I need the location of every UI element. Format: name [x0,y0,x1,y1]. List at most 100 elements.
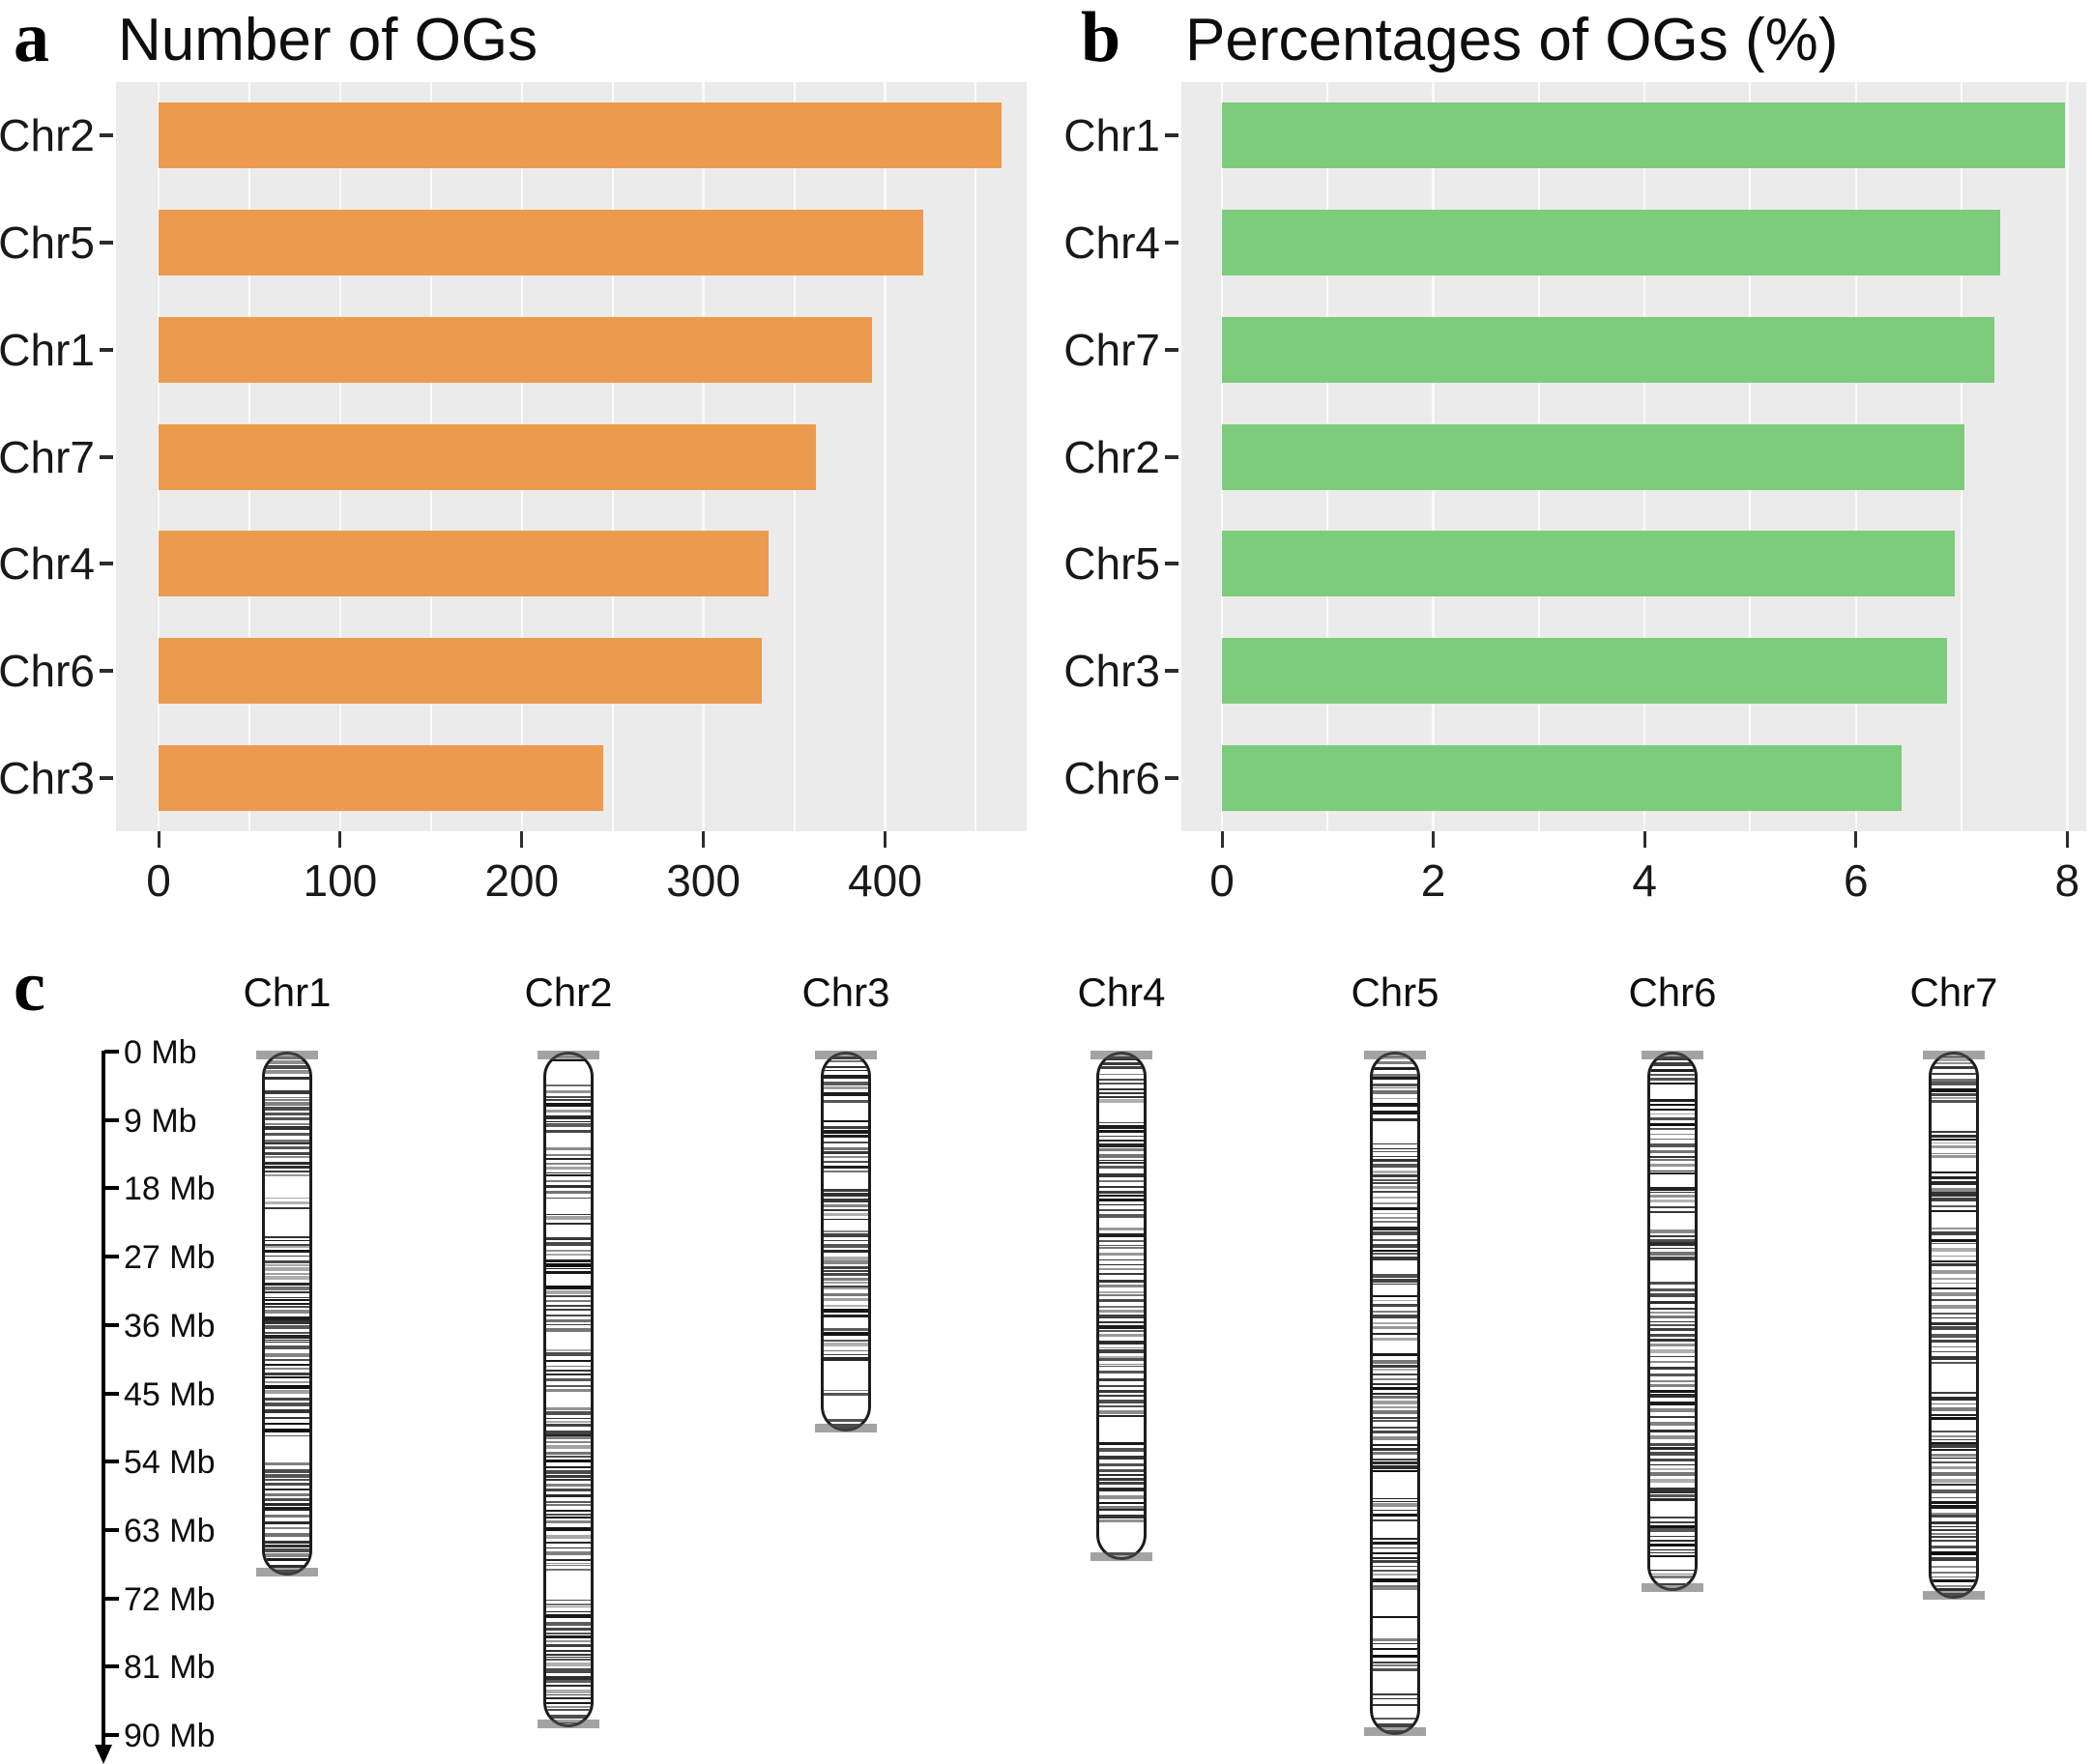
chromosome-band [1373,1547,1417,1548]
chromosome-band [546,1286,591,1289]
chromosome-band [265,1113,309,1115]
bar-chr1 [1222,102,2065,168]
chromosome-band [824,1287,868,1289]
chromosome-band [1099,1366,1144,1367]
chromosome-band [1099,1228,1144,1230]
chromosome-band [546,1352,591,1356]
chromosome-band [546,1103,591,1106]
chromosome-band [1373,1560,1417,1563]
chromosome-band [1099,1405,1144,1407]
chromosome-band [1373,1284,1417,1286]
chromosome-band [265,1256,309,1257]
chromosome-band [1099,1378,1144,1381]
chromosome-band [546,1501,591,1502]
chromosome-band [546,1263,591,1267]
chromosome-band [265,1316,309,1319]
mb-axis-arrow-icon [95,1745,112,1764]
y-axis-tick [1165,133,1178,137]
chromosome-band [1373,1231,1417,1235]
chromosome-band [1932,1442,1976,1443]
chromosome-band [1099,1315,1144,1318]
chromosome-band [1373,1459,1417,1460]
chromosome-band [1650,1356,1695,1357]
chromosome-band [1099,1488,1144,1491]
chromosome-band [546,1659,591,1662]
chromosome-band [1373,1387,1417,1389]
chromosome-band [824,1293,868,1296]
y-axis-tick [1165,776,1178,780]
chromosome-band [1932,1243,1976,1244]
chromosome-band [546,1389,591,1392]
chromosome-band [1099,1306,1144,1308]
chromosome-band [824,1060,868,1062]
chromosome-band [824,1070,868,1071]
chromosome-tip-band-bottom [256,1568,318,1576]
chromosome-band [824,1189,868,1192]
chromosome-band [1099,1162,1144,1164]
chromosome-band [1373,1519,1417,1520]
chromosome-band [1932,1392,1976,1394]
chromosome-band [546,1216,591,1220]
chromosome-band [1099,1385,1144,1387]
chromosome-band [1650,1447,1695,1450]
chromosome-band [265,1107,309,1111]
chromosome-band [1373,1304,1417,1307]
chromosome-band [1650,1316,1695,1319]
bar-chr7 [159,424,816,490]
chromosome-band [1650,1128,1695,1129]
chromosome-tip-band-bottom [1090,1552,1152,1561]
chromosome-band [824,1328,868,1331]
chromosome-band [1650,1113,1695,1114]
x-axis-tick-label: 0 [1154,854,1290,907]
chromosome-band [546,1489,591,1491]
chromosome-band [1373,1557,1417,1559]
chromosome-band [1099,1092,1144,1094]
chromosome-band [265,1303,309,1305]
chromosome-band [546,1130,591,1133]
chromosome-band [546,1180,591,1182]
chromosome-band [546,1214,591,1215]
chromosome-band [546,1259,591,1262]
chromosome-band [265,1423,309,1425]
bar-chr5 [1222,531,1955,596]
chromosome-band [1650,1206,1695,1207]
chromosome-band [824,1135,868,1137]
chromosome-band [1373,1061,1417,1064]
chromosome-band [1650,1139,1695,1140]
chromosome-band [265,1541,309,1544]
chromosome-band [1932,1088,1976,1091]
chromosome-band [546,1147,591,1150]
chromosome-band [265,1368,309,1369]
chromosome-band [1099,1173,1144,1177]
mb-tick [104,1323,119,1327]
chromosome-band [546,1611,591,1612]
x-axis-tick [1221,831,1224,848]
chromosome-band [265,1417,309,1419]
chromosome-band [1373,1664,1417,1666]
chromosome-band [1373,1369,1417,1372]
chromosome-band [1373,1365,1417,1368]
chromosome-band [1932,1572,1976,1574]
chromosome-band [265,1156,309,1158]
y-axis-label-chr5: Chr5 [0,217,95,269]
chromosome-band [1099,1240,1144,1241]
chromosome-band [546,1370,591,1371]
y-axis-label-chr6: Chr6 [0,645,95,697]
chromosome-band [265,1376,309,1378]
chromosome-band [824,1199,868,1202]
chromosome-band [824,1151,868,1154]
y-axis-label-chr6: Chr6 [1034,752,1160,804]
chromosome-band [1932,1585,1976,1587]
chromosome-band [1932,1326,1976,1330]
chromosome-band [265,1483,309,1486]
chromosome-band [1650,1435,1695,1439]
chromosome-band [265,1246,309,1247]
chromosome-band [1099,1448,1144,1452]
chromosome-band [824,1092,868,1096]
chromosome-band [1932,1283,1976,1284]
mb-tick [104,1050,119,1054]
chromosome-band [1099,1410,1144,1414]
chromosome-label-chr4: Chr4 [1015,969,1228,1016]
chromosome-band [1932,1334,1976,1338]
chromosome-band [1373,1393,1417,1394]
